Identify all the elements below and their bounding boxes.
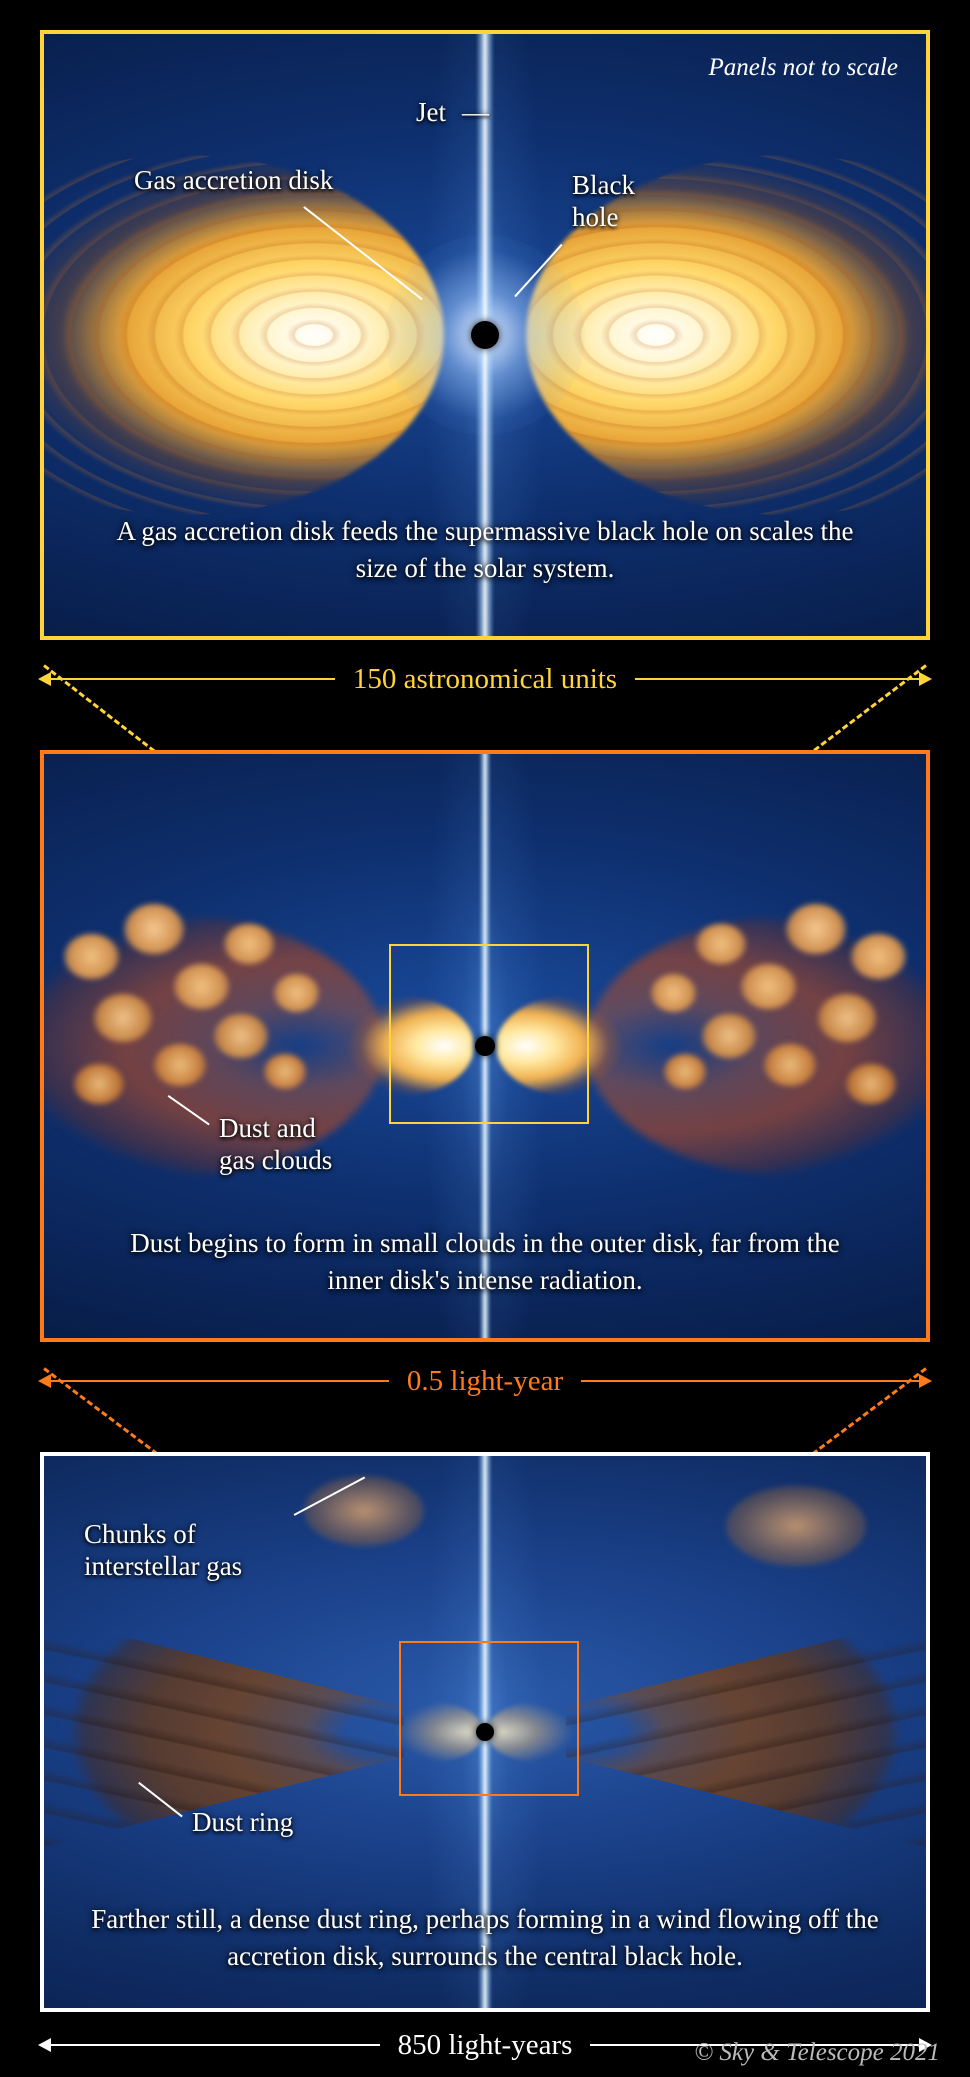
scale-bar-1: 150 astronomical units	[40, 654, 930, 704]
jet-tick: —	[462, 96, 489, 128]
chunks-label: Chunks of interstellar gas	[84, 1518, 242, 1583]
scale3-label: 850 light-years	[380, 2029, 591, 2062]
gas-chunk	[304, 1476, 424, 1546]
dust-ring-left	[40, 1577, 404, 1887]
panel1-caption: A gas accretion disk feeds the supermass…	[110, 513, 860, 586]
panel3-caption: Farther still, a dense dust ring, perhap…	[79, 1901, 890, 1974]
scale1-label: 150 astronomical units	[335, 663, 635, 696]
ring-label: Dust ring	[192, 1806, 293, 1838]
scale-note: Panels not to scale	[708, 54, 898, 82]
bh-label: Black hole	[572, 169, 635, 234]
black-hole	[471, 321, 499, 349]
gas-chunk	[726, 1486, 866, 1566]
zoom-box-1	[389, 944, 589, 1124]
panel-3: Chunks of interstellar gas Dust ring Far…	[40, 1452, 930, 2012]
disk-label: Gas accretion disk	[134, 164, 333, 196]
scale2-label: 0.5 light-year	[389, 1365, 581, 1398]
panel-1: Panels not to scale Jet — Gas accretion …	[40, 30, 930, 640]
scale-bar-2: 0.5 light-year	[40, 1356, 930, 1406]
copyright: © Sky & Telescope 2021	[694, 2039, 940, 2067]
clouds-label: Dust and gas clouds	[219, 1112, 332, 1177]
jet-label: Jet	[416, 96, 446, 128]
accretion-disk-left	[40, 155, 444, 515]
dust-ring-right	[566, 1577, 930, 1887]
zoom-box-2	[399, 1641, 579, 1796]
panel-2: Dust and gas clouds Dust begins to form …	[40, 750, 930, 1342]
panel2-caption: Dust begins to form in small clouds in t…	[110, 1225, 860, 1298]
